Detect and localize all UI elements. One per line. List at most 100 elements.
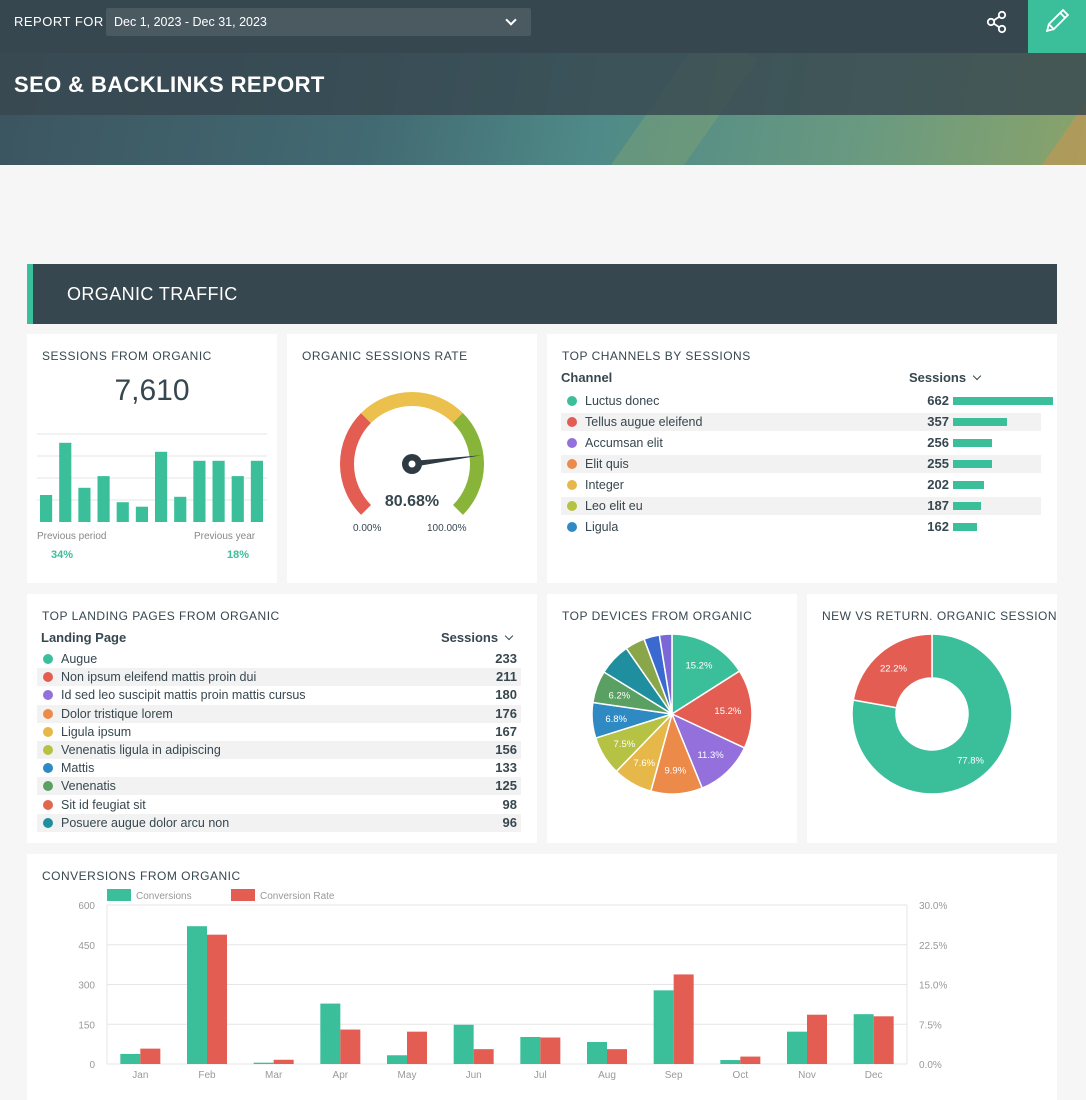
y-axis-tick-label: 300 — [78, 981, 95, 992]
row-value: 176 — [495, 705, 517, 721]
sessions-sort-header[interactable]: Sessions — [909, 370, 982, 385]
conversions-bar[interactable] — [587, 1042, 607, 1064]
conversion-rate-bar[interactable] — [340, 1029, 361, 1064]
conversions-bar[interactable] — [187, 926, 207, 1064]
row-label: Dolor tristique lorem — [61, 706, 173, 721]
visitor-type-slice[interactable] — [852, 634, 933, 709]
table-row: Accumsan elit 256 — [561, 434, 1041, 452]
device-slice-label: 7.5% — [614, 739, 636, 750]
table-row: Integer 202 — [561, 476, 1041, 494]
sessions-sparkline — [37, 433, 267, 522]
conversion-rate-bar[interactable] — [273, 1059, 294, 1064]
device-slice[interactable] — [658, 634, 673, 715]
conversions-bar[interactable] — [520, 1036, 541, 1064]
row-label: Luctus donec — [585, 394, 660, 408]
conversions-card: CONVERSIONS FROM ORGANIC Conversions Conv… — [27, 854, 1057, 1100]
row-label: Posuere augue dolor arcu non — [61, 815, 230, 830]
sparkline-bar — [174, 496, 187, 522]
sparkline-bar — [59, 442, 72, 522]
legend-dot — [43, 817, 53, 828]
visitor-type-slice[interactable] — [851, 634, 1013, 795]
share-button[interactable] — [976, 10, 1016, 34]
device-slice[interactable] — [670, 712, 746, 790]
top-bar: REPORT FOR Dec 1, 2023 - Dec 31, 2023 — [0, 0, 1086, 53]
conversion-rate-bar[interactable] — [607, 1049, 627, 1064]
conversions-bar[interactable] — [253, 1062, 274, 1064]
session-bar — [953, 523, 978, 531]
row-value: 211 — [496, 669, 517, 685]
device-slice[interactable] — [671, 634, 741, 716]
gauge-mid-segment — [361, 392, 463, 424]
row-value: 180 — [495, 687, 517, 703]
conversion-rate-bar[interactable] — [807, 1014, 827, 1064]
device-slice-label: 15.2% — [685, 660, 712, 671]
conversion-rate-bar[interactable] — [673, 974, 694, 1064]
conversion-rate-bar[interactable] — [207, 934, 227, 1064]
legend-dot — [43, 726, 53, 737]
sparkline-bar — [155, 451, 168, 522]
legend-dot — [43, 708, 53, 719]
conversions-bar[interactable] — [453, 1024, 474, 1064]
conversions-bar[interactable] — [387, 1055, 407, 1064]
row-value: 233 — [495, 651, 517, 666]
table-row: Mattis 133 — [37, 759, 521, 777]
sessions-sort-header[interactable]: Sessions — [441, 630, 514, 645]
conversion-rate-bar[interactable] — [873, 1016, 894, 1064]
legend-label: Conversion Rate — [260, 891, 335, 902]
conversion-rate-bar[interactable] — [407, 1031, 427, 1064]
sparkline-bar — [116, 502, 129, 522]
table-row: Tellus augue eleifend 357 — [561, 413, 1041, 431]
conversion-rate-bar[interactable] — [140, 1048, 161, 1064]
conversions-bar[interactable] — [720, 1060, 741, 1064]
row-label: Id sed leo suscipit mattis proin mattis … — [61, 688, 306, 703]
conversions-bar[interactable] — [787, 1031, 807, 1064]
row-label: Leo elit eu — [585, 499, 643, 513]
conversion-rate-bar[interactable] — [740, 1056, 761, 1064]
session-bar — [953, 460, 992, 468]
sparkline-bar — [212, 460, 225, 522]
row-value: 167 — [495, 723, 517, 739]
sessions-from-organic-card: SESSIONS FROM ORGANIC 7,610 Previous per… — [27, 334, 277, 583]
legend-dot — [43, 672, 53, 683]
table-row: Elit quis 255 — [561, 455, 1041, 473]
edit-button[interactable] — [1028, 0, 1086, 53]
conversion-rate-bar[interactable] — [473, 1049, 494, 1064]
legend-dot — [43, 763, 53, 774]
x-axis-tick-label: Feb — [198, 1070, 216, 1081]
legend-dot — [43, 654, 53, 664]
y2-axis-tick-label: 22.5% — [919, 941, 947, 952]
legend-dot — [567, 417, 577, 427]
conversions-bar[interactable] — [653, 990, 674, 1064]
x-axis-tick-label: Aug — [598, 1070, 616, 1081]
organic-sessions-rate-card: ORGANIC SESSIONS RATE 80.68% 0.00% 100.0… — [287, 334, 537, 583]
y-axis-tick-label: 150 — [78, 1020, 95, 1031]
row-label: Accumsan elit — [585, 436, 663, 450]
conversions-bar[interactable] — [853, 1014, 874, 1064]
x-axis-tick-label: Nov — [798, 1070, 816, 1081]
conversions-bar[interactable] — [120, 1053, 141, 1064]
legend-dot — [567, 522, 577, 532]
sessions-value: 7,610 — [114, 374, 190, 407]
gauge-high-segment — [452, 412, 484, 515]
row-label: Non ipsum eleifend mattis proin dui — [61, 670, 257, 685]
chevron-down-icon — [505, 14, 517, 26]
date-range-value: Dec 1, 2023 - Dec 31, 2023 — [114, 15, 267, 29]
legend-dot — [43, 781, 53, 792]
sessions-rate-gauge — [340, 392, 484, 515]
card-title: CONVERSIONS FROM ORGANIC — [42, 869, 241, 883]
device-slice[interactable] — [670, 670, 753, 749]
y-axis-tick-label: 450 — [78, 941, 95, 952]
device-slice-label: 6.8% — [605, 714, 627, 725]
table-row: Ligula ipsum 167 — [37, 723, 521, 741]
date-range-select[interactable]: Dec 1, 2023 - Dec 31, 2023 — [106, 8, 531, 36]
table-row: Dolor tristique lorem 176 — [37, 704, 521, 723]
report-for-label: REPORT FOR — [14, 14, 104, 29]
visitor-type-slice-label: 22.2% — [880, 664, 907, 675]
x-axis-tick-label: Oct — [733, 1070, 749, 1081]
devices-pie-chart: 15.2% 15.2% 11.3% 9.9% 7.6% 7.5% 6.8% 6.2% — [591, 634, 753, 795]
device-slice-label: 6.2% — [609, 690, 631, 701]
card-title: NEW VS RETURN. ORGANIC SESSIONS — [822, 609, 1057, 623]
conversions-bar[interactable] — [320, 1003, 341, 1064]
conversion-rate-bar[interactable] — [540, 1037, 561, 1065]
row-value: 357 — [927, 414, 949, 429]
